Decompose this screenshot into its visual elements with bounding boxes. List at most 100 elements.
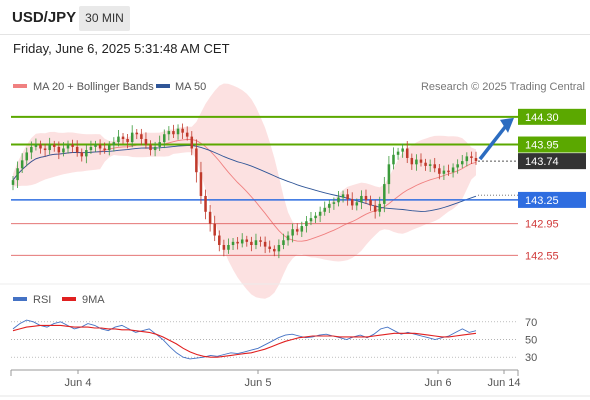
x-axis-label: Jun 6 [425, 377, 452, 389]
candle-body [373, 205, 377, 212]
candle-body [144, 138, 148, 145]
timeframe-button[interactable]: 30 MIN [79, 6, 130, 31]
candle-body [153, 146, 157, 151]
candle-body [204, 195, 207, 212]
candle-body [332, 202, 336, 204]
candle-body [405, 148, 409, 158]
candle-body [112, 142, 116, 146]
last-price-label-box [518, 153, 586, 170]
candle-body [98, 144, 102, 149]
candle-body [346, 194, 349, 200]
resistance-label-box [518, 136, 586, 153]
ma50-legend-swatch [156, 84, 170, 88]
candle-body [474, 157, 478, 162]
candle-body [75, 146, 79, 153]
candle-body [71, 144, 74, 147]
candle-body [48, 144, 51, 151]
candle-body [396, 151, 400, 155]
bollinger-band-fill [13, 83, 476, 299]
candle-body [259, 240, 262, 242]
symbol-name: USD/JPY [12, 9, 77, 26]
header-divider [0, 34, 590, 35]
candle-body [39, 144, 42, 149]
candle-body [43, 148, 47, 151]
rsi-tick-label: 30 [525, 352, 537, 364]
candle-body [428, 164, 432, 166]
level-labels: 144.30 143.95 143.74 143.25 142.95 142.55 [518, 108, 586, 262]
candle-body [364, 195, 368, 200]
candle-body [378, 203, 381, 212]
rsi-ma-legend-label: 9MA [82, 294, 105, 306]
candle-body [433, 164, 437, 169]
candle-body [240, 239, 244, 244]
candle-body [277, 245, 281, 252]
candles [11, 123, 478, 259]
candle-body [208, 211, 212, 224]
last-price-label: 143.74 [525, 156, 559, 168]
candle-body [300, 226, 304, 232]
symbol-header: USD/JPY 30 MIN [0, 0, 590, 36]
candle-body [295, 229, 299, 232]
rsi-tick-label: 70 [525, 317, 537, 329]
candle-body [66, 144, 70, 149]
candle-body [291, 229, 294, 236]
candle-body [328, 203, 331, 208]
rsi-legend-swatch [13, 297, 27, 301]
ma20-legend-swatch [13, 84, 27, 88]
candle-body [163, 134, 166, 143]
candle-body [415, 159, 418, 165]
candle-body [57, 146, 61, 153]
candle-body [442, 170, 446, 174]
candle-body [103, 148, 106, 151]
candle-body [465, 156, 469, 162]
candle-body [451, 167, 455, 173]
resistance-label: 143.95 [525, 140, 559, 152]
candle-body [282, 240, 285, 246]
candle-body [318, 211, 322, 216]
candle-body [268, 246, 271, 249]
candle-body [314, 215, 317, 219]
candle-body [263, 241, 267, 247]
candle-body [227, 245, 230, 250]
candle-body [158, 142, 161, 147]
candle-body [80, 152, 84, 157]
moving-averages [12, 139, 477, 242]
candle-body [424, 162, 427, 166]
x-axis: Jun 4 Jun 5 Jun 6 Jun 14 [65, 370, 521, 389]
support-label: 142.55 [525, 250, 559, 262]
candle-body [218, 235, 221, 246]
candle-body [89, 146, 93, 151]
candle-body [250, 241, 253, 246]
candle-body [410, 157, 414, 165]
candle-body [470, 156, 473, 158]
rsi-ma-line [12, 324, 477, 358]
candle-body [305, 221, 308, 227]
candle-body [126, 138, 129, 143]
candle-body [121, 136, 125, 139]
candle-body [185, 132, 189, 137]
candle-body [392, 154, 395, 165]
candle-body [11, 180, 15, 185]
candle-body [20, 160, 24, 169]
candle-body [34, 144, 38, 147]
candle-body [401, 148, 404, 152]
candle-body [167, 131, 171, 135]
candle-body [286, 235, 290, 241]
rsi-legend-label: RSI [33, 294, 51, 306]
candle-body [149, 144, 152, 151]
candle-body [323, 207, 326, 212]
candle-body [438, 168, 441, 174]
candle-body [25, 152, 29, 161]
candle-body [195, 148, 198, 173]
candle-body [30, 146, 33, 153]
candle-body [387, 164, 391, 185]
candle-body [383, 184, 386, 204]
candle-body [213, 223, 216, 236]
candle-body [369, 199, 372, 206]
candle-body [447, 170, 450, 173]
candle-body [456, 164, 459, 168]
candle-body [176, 128, 180, 135]
candle-body [130, 132, 134, 143]
